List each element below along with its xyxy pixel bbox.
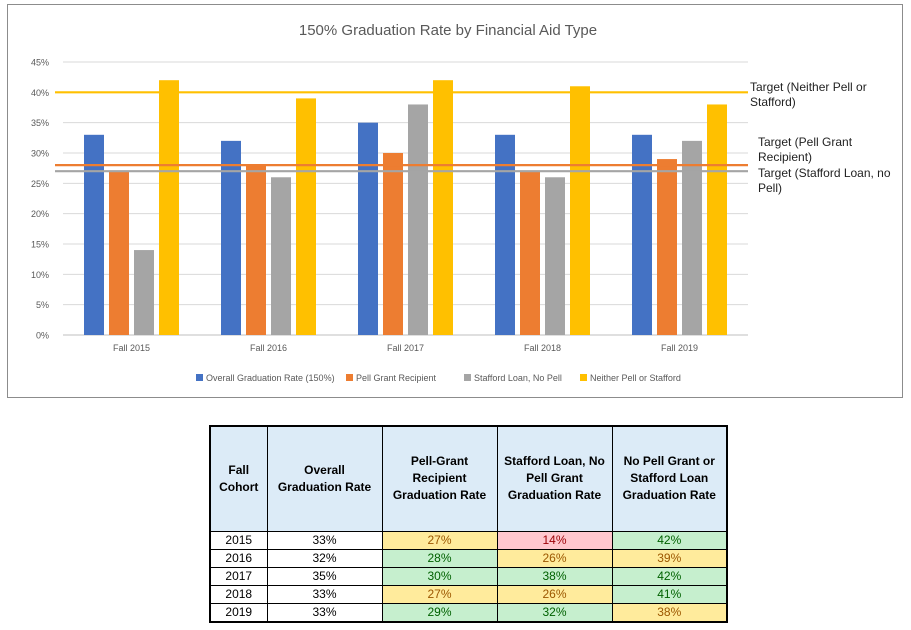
pell-rate-cell: 27% xyxy=(381,584,498,604)
header-pell-rate: Pell-Grant Recipient Graduation Rate xyxy=(381,425,498,532)
y-tick-label: 10% xyxy=(31,270,49,280)
pell-rate-cell: 29% xyxy=(381,602,498,622)
pell-rate-cell: 27% xyxy=(381,530,498,550)
neither-rate-cell: 42% xyxy=(611,530,728,550)
y-tick-label: 20% xyxy=(31,209,49,219)
legend-swatch xyxy=(580,374,587,381)
bar xyxy=(707,104,727,335)
header-neither-rate: No Pell Grant or Stafford Loan Graduatio… xyxy=(611,425,728,532)
bar xyxy=(159,80,179,335)
bar xyxy=(246,165,266,335)
cohort-cell: 2019 xyxy=(209,602,268,622)
overall-rate-cell: 33% xyxy=(266,530,383,550)
x-tick-label: Fall 2015 xyxy=(113,343,150,353)
bar xyxy=(271,177,291,335)
overall-rate-cell: 35% xyxy=(266,566,383,586)
y-tick-label: 25% xyxy=(31,179,49,189)
legend-label: Pell Grant Recipient xyxy=(356,373,437,383)
x-tick-label: Fall 2016 xyxy=(250,343,287,353)
stafford-rate-cell: 26% xyxy=(496,584,613,604)
bar-chart: 150% Graduation Rate by Financial Aid Ty… xyxy=(31,22,748,383)
bar xyxy=(109,171,129,335)
table-row: 2019 33% 29% 32% 38% xyxy=(209,602,728,622)
neither-rate-cell: 38% xyxy=(611,602,728,622)
y-tick-label: 0% xyxy=(36,331,49,341)
chart-frame: 150% Graduation Rate by Financial Aid Ty… xyxy=(7,4,903,398)
bar xyxy=(358,122,378,336)
pell-rate-cell: 30% xyxy=(381,566,498,586)
bar xyxy=(296,98,316,336)
cohort-cell: 2016 xyxy=(209,548,268,568)
bar xyxy=(408,104,428,335)
bar xyxy=(221,140,241,335)
legend-label: Neither Pell or Stafford xyxy=(590,373,681,383)
table-row: 2016 32% 28% 26% 39% xyxy=(209,548,728,568)
graduation-rate-table: Fall Cohort Overall Graduation Rate Pell… xyxy=(209,425,728,623)
cohort-cell: 2018 xyxy=(209,584,268,604)
bar xyxy=(657,159,677,335)
x-tick-label: Fall 2017 xyxy=(387,343,424,353)
stafford-rate-cell: 38% xyxy=(496,566,613,586)
stafford-rate-cell: 26% xyxy=(496,548,613,568)
y-tick-label: 40% xyxy=(31,88,49,98)
table-header-row: Fall Cohort Overall Graduation Rate Pell… xyxy=(209,425,728,532)
bar xyxy=(433,80,453,335)
bar xyxy=(383,153,403,335)
bar xyxy=(520,171,540,335)
header-stafford-rate: Stafford Loan, No Pell Grant Graduation … xyxy=(496,425,613,532)
table-row: 2015 33% 27% 14% 42% xyxy=(209,530,728,550)
header-fall-cohort: Fall Cohort xyxy=(209,425,268,532)
target-label-pell: Target (Pell Grant Recipient) xyxy=(758,135,853,164)
legend-label: Stafford Loan, No Pell xyxy=(474,373,562,383)
bar xyxy=(682,140,702,335)
bar xyxy=(570,86,590,336)
y-tick-label: 45% xyxy=(31,58,49,68)
neither-rate-cell: 39% xyxy=(611,548,728,568)
y-tick-label: 30% xyxy=(31,149,49,159)
cohort-cell: 2017 xyxy=(209,566,268,586)
x-tick-label: Fall 2018 xyxy=(524,343,561,353)
target-label-neither: Target (Neither Pell or Stafford) xyxy=(750,80,867,109)
y-tick-label: 5% xyxy=(36,300,49,310)
legend-label: Overall Graduation Rate (150%) xyxy=(206,373,335,383)
table-row: 2017 35% 30% 38% 42% xyxy=(209,566,728,586)
header-overall-rate: Overall Graduation Rate xyxy=(266,425,383,532)
target-label-stafford: Target (Stafford Loan, no Pell) xyxy=(758,166,891,195)
neither-rate-cell: 41% xyxy=(611,584,728,604)
bar xyxy=(84,134,104,335)
overall-rate-cell: 33% xyxy=(266,602,383,622)
bar xyxy=(632,134,652,335)
pell-rate-cell: 28% xyxy=(381,548,498,568)
legend-swatch xyxy=(196,374,203,381)
bar xyxy=(134,250,154,335)
bar xyxy=(545,177,565,335)
bar xyxy=(495,134,515,335)
neither-rate-cell: 42% xyxy=(611,566,728,586)
stafford-rate-cell: 14% xyxy=(496,530,613,550)
y-tick-label: 35% xyxy=(31,118,49,128)
legend-swatch xyxy=(464,374,471,381)
cohort-cell: 2015 xyxy=(209,530,268,550)
table-row: 2018 33% 27% 26% 41% xyxy=(209,584,728,604)
legend-swatch xyxy=(346,374,353,381)
overall-rate-cell: 33% xyxy=(266,584,383,604)
chart-title: 150% Graduation Rate by Financial Aid Ty… xyxy=(299,22,597,39)
overall-rate-cell: 32% xyxy=(266,548,383,568)
stafford-rate-cell: 32% xyxy=(496,602,613,622)
y-tick-label: 15% xyxy=(31,240,49,250)
x-tick-label: Fall 2019 xyxy=(661,343,698,353)
